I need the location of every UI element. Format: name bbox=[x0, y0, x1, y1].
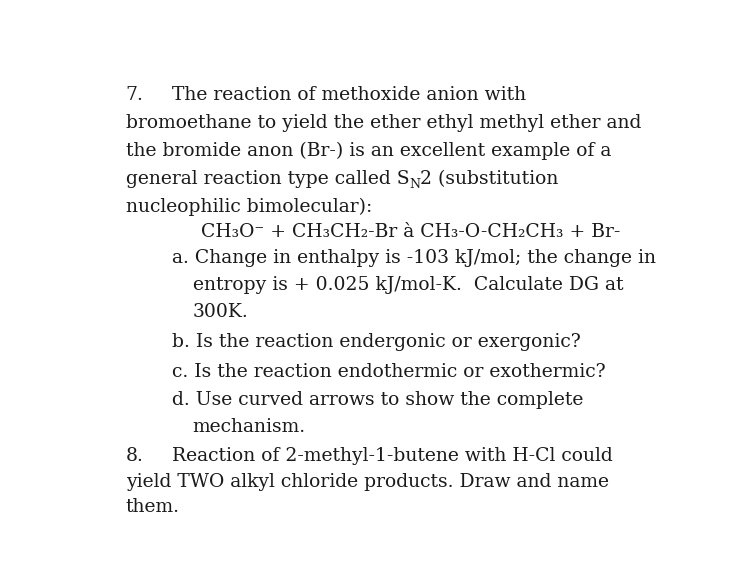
Text: The reaction of methoxide anion with: The reaction of methoxide anion with bbox=[172, 85, 526, 103]
Text: Reaction of 2-methyl-1-butene with H-Cl could: Reaction of 2-methyl-1-butene with H-Cl … bbox=[172, 447, 613, 465]
Text: CH₃O⁻ + CH₃CH₂-Br à CH₃-O-CH₂CH₃ + Br-: CH₃O⁻ + CH₃CH₂-Br à CH₃-O-CH₂CH₃ + Br- bbox=[201, 223, 621, 241]
Text: N: N bbox=[410, 178, 420, 191]
Text: nucleophilic bimolecular):: nucleophilic bimolecular): bbox=[126, 198, 372, 216]
Text: 8.: 8. bbox=[126, 447, 143, 465]
Text: yield TWO alkyl chloride products. Draw and name: yield TWO alkyl chloride products. Draw … bbox=[126, 473, 609, 491]
Text: d. Use curved arrows to show the complete: d. Use curved arrows to show the complet… bbox=[172, 391, 584, 409]
Text: entropy is + 0.025 kJ/mol-K.  Calculate DG at: entropy is + 0.025 kJ/mol-K. Calculate D… bbox=[193, 276, 623, 294]
Text: 2 (substitution: 2 (substitution bbox=[420, 170, 559, 188]
Text: general reaction type called S: general reaction type called S bbox=[126, 170, 410, 188]
Text: mechanism.: mechanism. bbox=[193, 418, 306, 436]
Text: 300K.: 300K. bbox=[193, 303, 248, 321]
Text: bromoethane to yield the ether ethyl methyl ether and: bromoethane to yield the ether ethyl met… bbox=[126, 114, 641, 132]
Text: b. Is the reaction endergonic or exergonic?: b. Is the reaction endergonic or exergon… bbox=[172, 333, 581, 351]
Text: them.: them. bbox=[126, 498, 180, 516]
Text: a. Change in enthalpy is -103 kJ/mol; the change in: a. Change in enthalpy is -103 kJ/mol; th… bbox=[172, 249, 656, 267]
Text: 7.: 7. bbox=[126, 85, 143, 103]
Text: c. Is the reaction endothermic or exothermic?: c. Is the reaction endothermic or exothe… bbox=[172, 364, 606, 382]
Text: the bromide anon (Br-) is an excellent example of a: the bromide anon (Br-) is an excellent e… bbox=[126, 142, 611, 160]
